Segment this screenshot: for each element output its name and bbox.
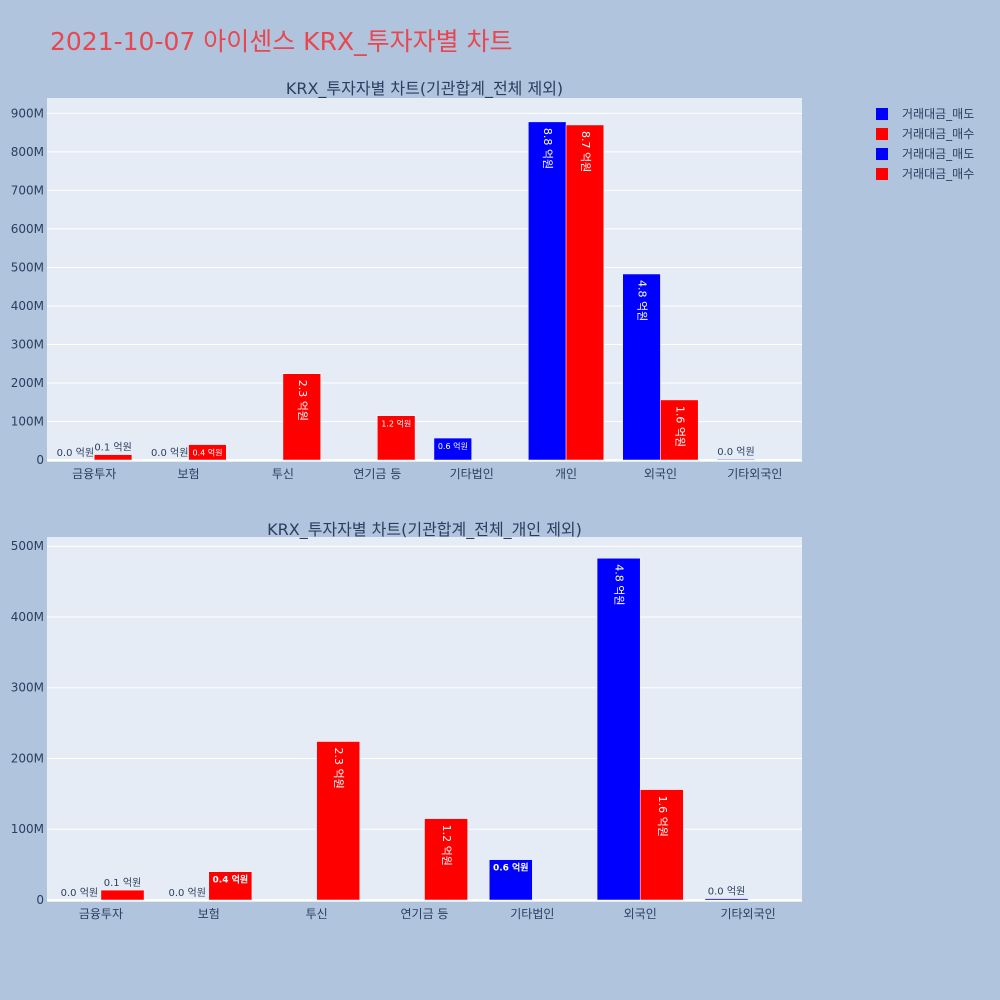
- x-tick-label: 보험: [198, 907, 220, 921]
- bar-data-label: 0.0 억원: [708, 886, 745, 898]
- chart-panel-2: 0 100M 200M 300M 400M 500M KRX_투자자별 차트(기관합계_전체…: [11, 520, 802, 921]
- chart-title: KRX_투자자별 차트(기관합계_전체 제외): [286, 79, 563, 99]
- y-tick-label: 300M: [11, 337, 44, 351]
- legend-item[interactable]: 거래대금_매수: [876, 167, 974, 181]
- legend-item[interactable]: 거래대금_매도: [876, 107, 974, 121]
- y-tick-label: 0: [36, 893, 44, 907]
- bar-buy[interactable]: [188, 444, 227, 461]
- bar-buy[interactable]: [100, 889, 145, 901]
- legend-label: 거래대금_매수: [902, 127, 974, 141]
- bar-data-label: 0.0 억원: [717, 446, 754, 458]
- y-tick-label: 0: [36, 453, 44, 467]
- x-tick-label: 외국인: [624, 907, 657, 921]
- x-tick-label: 기타외국인: [727, 467, 782, 481]
- legend-swatch: [876, 108, 888, 120]
- bar-data-label: 8.7 억원: [579, 131, 592, 172]
- bar-data-label: 2.3 억원: [296, 380, 309, 421]
- bar-buy[interactable]: [377, 415, 416, 461]
- bar-sell[interactable]: [528, 121, 567, 461]
- legend-swatch: [876, 128, 888, 140]
- bar-buy[interactable]: [282, 373, 321, 461]
- bar-data-label: 0.6 억원: [493, 862, 529, 874]
- bar-buy[interactable]: [316, 741, 361, 901]
- x-tick-label: 기타외국인: [720, 907, 775, 921]
- y-tick-label: 200M: [11, 376, 44, 390]
- bar-data-label: 4.8 억원: [613, 564, 626, 605]
- legend-item[interactable]: 거래대금_매도: [876, 147, 974, 161]
- bar-data-label: 0.0 억원: [151, 447, 188, 459]
- legend-swatch: [876, 168, 888, 180]
- bar-data-label: 4.8 억원: [636, 280, 649, 321]
- y-tick-label: 100M: [11, 414, 44, 428]
- x-tick-label: 투신: [272, 467, 294, 481]
- y-tick-label: 100M: [11, 822, 44, 836]
- x-tick-label: 외국인: [644, 467, 677, 481]
- bar-buy[interactable]: [565, 124, 605, 461]
- bar-data-label: 8.8 억원: [541, 128, 554, 169]
- bar-data-label: 0.1 억원: [104, 877, 141, 889]
- legend-label: 거래대금_매도: [902, 147, 974, 161]
- bar-data-label: 1.2 억원: [381, 419, 411, 429]
- bar-buy[interactable]: [208, 871, 253, 901]
- x-tick-label: 투신: [306, 907, 328, 921]
- y-tick-label: 300M: [11, 681, 44, 695]
- bar-sell[interactable]: [622, 273, 661, 461]
- legend-item[interactable]: 거래대금_매수: [876, 127, 974, 141]
- y-tick-label: 500M: [11, 539, 44, 553]
- bar-data-label: 0.0 억원: [61, 887, 98, 899]
- bar-data-label: 0.0 억원: [57, 447, 94, 459]
- bar-sell[interactable]: [704, 898, 749, 901]
- bar-buy[interactable]: [660, 399, 699, 461]
- bar-data-label: 1.6 억원: [673, 406, 686, 447]
- x-tick-label: 연기금 등: [401, 907, 449, 921]
- bar-data-label: 0.4 억원: [192, 448, 222, 458]
- y-tick-label: 400M: [11, 610, 44, 624]
- bar-buy[interactable]: [639, 789, 684, 901]
- bar-buy[interactable]: [424, 818, 468, 901]
- bar-buy[interactable]: [93, 454, 133, 461]
- y-tick-label: 200M: [11, 751, 44, 765]
- bar-sell[interactable]: [488, 859, 533, 901]
- bar-data-label: 0.1 억원: [94, 442, 131, 454]
- bar-sell[interactable]: [596, 557, 641, 901]
- chart-panel-1: 0 100M 200M 300M 400M 500M 600M 700M 800M 900M KRX…: [11, 79, 802, 481]
- legend-label: 거래대금_매수: [902, 167, 974, 181]
- bar-sell[interactable]: [433, 437, 472, 461]
- x-tick-label: 기타법인: [450, 467, 494, 481]
- y-tick-label: 800M: [11, 145, 44, 159]
- legend-label: 거래대금_매도: [902, 107, 974, 121]
- y-tick-label: 700M: [11, 183, 44, 197]
- chart-title: KRX_투자자별 차트(기관합계_전체_개인 제외): [267, 520, 582, 540]
- y-tick-label: 500M: [11, 260, 44, 274]
- y-tick-label: 600M: [11, 222, 44, 236]
- bar-sell[interactable]: [716, 458, 756, 461]
- bar-data-label: 1.6 억원: [656, 796, 669, 837]
- bar-data-label: 0.4 억원: [213, 874, 249, 886]
- x-tick-label: 금융투자: [79, 907, 123, 921]
- bar-data-label: 0.0 억원: [168, 887, 205, 899]
- x-tick-label: 개인: [555, 467, 577, 481]
- bar-data-label: 2.3 억원: [332, 747, 345, 788]
- x-tick-label: 연기금 등: [353, 467, 401, 481]
- x-tick-label: 기타법인: [510, 907, 554, 921]
- legend-swatch: [876, 148, 888, 160]
- page-title: 2021-10-07 아이센스 KRX_투자자별 차트: [50, 27, 513, 56]
- bar-data-label: 0.6 억원: [438, 441, 468, 451]
- y-tick-label: 900M: [11, 106, 44, 120]
- y-tick-label: 400M: [11, 299, 44, 313]
- x-tick-label: 보험: [178, 467, 200, 481]
- bar-data-label: 1.2 억원: [440, 825, 453, 866]
- x-tick-label: 금융투자: [72, 467, 116, 481]
